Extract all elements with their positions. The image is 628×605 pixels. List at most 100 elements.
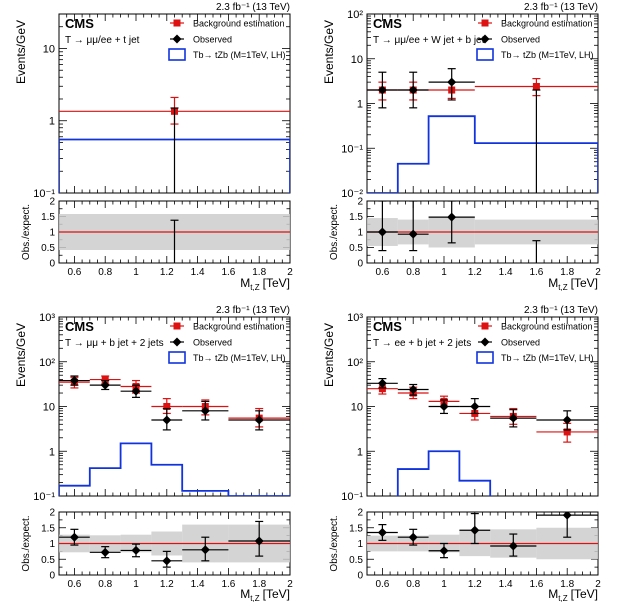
- x-axis-title-unit: [TeV]: [571, 587, 598, 601]
- panel-p2: 2.3 fb⁻¹ (13 TeV) CMS T → μμ/ee + W jet + …: [322, 2, 601, 292]
- legend-background-marker: [173, 19, 181, 27]
- x-axis-title-subscript: t,Z: [250, 283, 259, 292]
- legend-signal-box: [476, 48, 494, 61]
- legend-background-label: Background estimation: [193, 322, 285, 332]
- x-tick-label: 1.4: [499, 579, 513, 590]
- legend-observed-label: Observed: [501, 338, 540, 348]
- legend-signal-box: [168, 48, 186, 61]
- ratio-y-tick-label: 1: [49, 539, 55, 550]
- legend-background-marker: [481, 19, 489, 27]
- observed-point: [200, 406, 210, 416]
- x-tick-label: 1: [441, 267, 447, 278]
- main-y-tick-label: 10⁻¹: [341, 491, 363, 503]
- ratio-point: [200, 545, 210, 555]
- ratio-point: [69, 532, 79, 542]
- legend-signal-box: [168, 351, 186, 364]
- y-axis-title: Events/GeV: [14, 20, 28, 84]
- x-tick-label: 0.6: [67, 267, 81, 278]
- signal-histogram: [396, 450, 492, 496]
- x-ticks: [58, 14, 291, 263]
- ratio-y-axis-title: Obs./expect.: [21, 204, 32, 260]
- ratio-point: [470, 525, 480, 535]
- legend-observed-marker: [172, 337, 182, 347]
- main-y-tick-label: 10: [351, 54, 363, 66]
- legend-observed-marker: [480, 337, 490, 347]
- x-tick-label: 1: [441, 579, 447, 590]
- x-tick-label: 2: [595, 579, 601, 590]
- observed-point: [69, 376, 79, 386]
- ratio-y-tick-label: 2: [357, 197, 363, 208]
- ratio-y-axis-title: Obs./expect.: [21, 515, 32, 571]
- legend-signal-label: Tb→ tZb (M=1TeV, LH): [193, 50, 285, 60]
- ratio-y-tick-label: 0: [49, 571, 55, 582]
- legend-observed-marker: [480, 34, 490, 44]
- ratio-point: [377, 527, 387, 537]
- category-label: T → μμ/ee + W jet + b jet: [373, 35, 485, 46]
- legend-background-marker: [481, 322, 489, 330]
- ratio-y-tick-label: 1.5: [41, 523, 55, 534]
- legend-background-label: Background estimation: [501, 19, 593, 29]
- lumi-label: 2.3 fb⁻¹ (13 TeV): [216, 305, 290, 316]
- observed-point: [408, 85, 418, 95]
- ratio-point: [408, 229, 418, 239]
- x-tick-label: 1.2: [160, 579, 174, 590]
- legend-observed-label: Observed: [501, 35, 540, 45]
- cms-label: CMS: [373, 16, 402, 31]
- ratio-y-tick-label: 0: [357, 571, 363, 582]
- legend: Background estimation Observed Tb→ tZb (M=…: [476, 19, 593, 61]
- legend: Background estimation Observed Tb→ tZb (M=…: [168, 19, 285, 61]
- x-tick-label: 0.6: [375, 267, 389, 278]
- ratio-point: [254, 536, 264, 546]
- observed-point: [162, 415, 172, 425]
- ratio-y-tick-label: 1.5: [349, 523, 363, 534]
- observed-point: [254, 415, 264, 425]
- x-tick-label: 1.2: [160, 267, 174, 278]
- panel-p1: 2.3 fb⁻¹ (13 TeV) CMS T → μμ/ee + t jet 10⁻…: [14, 2, 293, 292]
- y-axis-title: Events/GeV: [14, 323, 28, 387]
- legend-observed-marker: [172, 34, 182, 44]
- ratio-point: [377, 227, 387, 237]
- cms-label: CMS: [65, 319, 94, 334]
- legend-signal-label: Tb→ tZb (M=1TeV, LH): [501, 50, 593, 60]
- x-tick-label: 1.6: [221, 267, 235, 278]
- x-axis-title-unit: [TeV]: [571, 276, 598, 290]
- y-axis-title: Events/GeV: [322, 323, 336, 387]
- ratio-y-tick-label: 1: [357, 539, 363, 550]
- observed-point: [447, 77, 457, 87]
- legend-background-label: Background estimation: [501, 322, 593, 332]
- ratio-y-tick-label: 0: [49, 259, 55, 270]
- x-tick-label: 2: [287, 267, 293, 278]
- panel-p3: 2.3 fb⁻¹ (13 TeV) CMS T → μμ + b jet + 2 j…: [14, 305, 293, 603]
- main-y-tick-label: 10: [43, 43, 55, 55]
- y-axis-title: Events/GeV: [322, 20, 336, 84]
- observed-point: [470, 402, 480, 411]
- x-axis-title-symbol: M: [548, 587, 558, 601]
- observed-point: [408, 384, 418, 394]
- main-y-tick-label: 10³: [39, 312, 55, 324]
- ratio-y-tick-label: 1.5: [349, 212, 363, 223]
- main-y-ticks: [59, 13, 290, 194]
- ratio-y-tick-label: 2: [49, 508, 55, 519]
- legend-signal-label: Tb→ tZb (M=1TeV, LH): [501, 353, 593, 363]
- x-tick-label: 0.6: [67, 579, 81, 590]
- x-axis-title-symbol: M: [240, 587, 250, 601]
- x-axis-title: Mt,Z [TeV]: [548, 587, 598, 603]
- x-tick-label: 1.8: [252, 267, 266, 278]
- main-y-tick-label: 10: [351, 402, 363, 414]
- background-point: [163, 403, 171, 410]
- ratio-y-axis-title: Obs./expect.: [329, 515, 340, 571]
- x-axis-title-unit: [TeV]: [263, 587, 290, 601]
- main-plot-area: [367, 68, 598, 193]
- main-y-tick-label: 1: [357, 446, 363, 458]
- x-tick-label: 1.4: [191, 579, 205, 590]
- panel-p4: 2.3 fb⁻¹ (13 TeV) CMS T → ee + b jet + 2 j…: [322, 305, 601, 603]
- main-y-tick-label: 1: [357, 99, 363, 111]
- main-y-tick-label: 10⁻²: [341, 188, 363, 200]
- x-tick-label: 1.4: [499, 267, 513, 278]
- ratio-point: [162, 556, 172, 566]
- ratio-y-tick-label: 0.5: [349, 555, 363, 566]
- x-axis-title-subscript: t,Z: [558, 594, 567, 603]
- main-y-ticks: [367, 318, 598, 497]
- main-y-tick-label: 10⁻¹: [33, 491, 55, 503]
